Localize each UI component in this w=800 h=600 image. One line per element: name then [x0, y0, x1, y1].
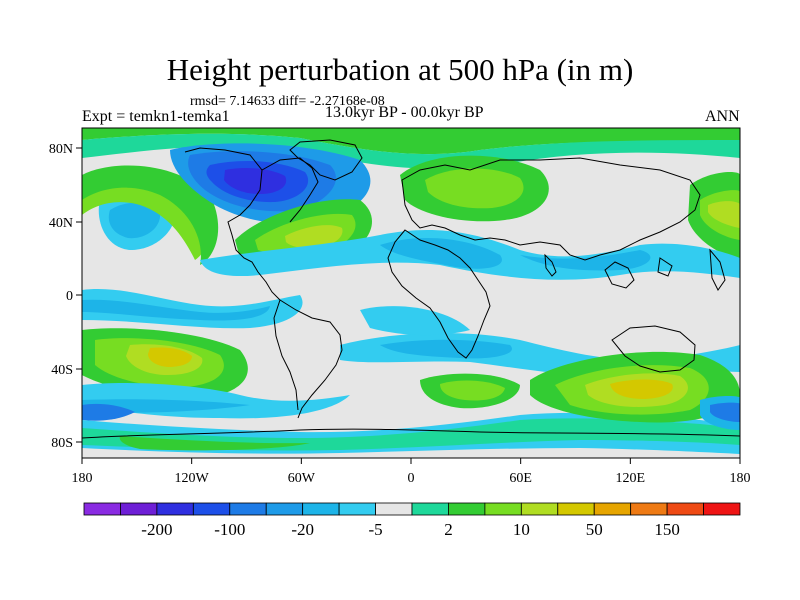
- colorbar-swatch: [593, 502, 632, 516]
- colorbar-swatch: [302, 502, 340, 516]
- colorbar-label: -100: [214, 520, 245, 539]
- contour-field: [82, 128, 740, 458]
- colorbar-label: 10: [513, 520, 530, 539]
- colorbar-swatch: [630, 502, 668, 516]
- colorbar-swatch: [265, 502, 304, 516]
- lat-tick-label: 40N: [49, 216, 73, 231]
- colorbar-swatch: [703, 502, 741, 516]
- colorbar-label: 150: [654, 520, 680, 539]
- colorbar-label: 50: [586, 520, 603, 539]
- lat-tick-label: 0: [66, 289, 73, 304]
- colorbar-swatch: [557, 502, 595, 516]
- colorbar-swatch: [484, 502, 522, 516]
- colorbar-label: -200: [141, 520, 172, 539]
- latitude-axis: 80N 40N 0 40S 80S: [49, 142, 82, 451]
- colorbar-swatch: [192, 502, 231, 516]
- lon-tick-label: 120E: [616, 471, 646, 486]
- lat-tick-label: 80N: [49, 142, 73, 157]
- colorbar-swatch: [338, 502, 376, 516]
- colorbar-label: 2: [444, 520, 453, 539]
- colorbar-swatch: [229, 502, 267, 516]
- season-label: ANN: [705, 108, 740, 125]
- colorbar-swatch: [666, 502, 704, 516]
- map-title: Height perturbation at 500 hPa (in m): [166, 52, 634, 87]
- lon-tick-label: 60W: [288, 471, 316, 486]
- longitude-axis: 180 120W 60W 0 60E 120E 180: [72, 458, 751, 486]
- lon-tick-label: 180: [730, 471, 751, 486]
- lon-tick-label: 0: [408, 471, 415, 486]
- coastlines: [82, 139, 740, 439]
- lat-tick-label: 80S: [51, 436, 73, 451]
- period-label: 13.0kyr BP - 00.0kyr BP: [325, 104, 484, 121]
- colorbar-label: -5: [368, 520, 382, 539]
- lon-tick-label: 180: [72, 471, 93, 486]
- colorbar-swatch: [375, 502, 413, 516]
- experiment-label: Expt = temkn1-temka1: [82, 108, 230, 125]
- colorbar-swatch: [120, 502, 158, 516]
- colorbar-swatch: [411, 502, 449, 516]
- colorbar-swatch: [156, 502, 194, 516]
- colorbar-swatch: [520, 502, 559, 516]
- colorbar-swatch: [83, 502, 121, 516]
- colorbar-swatch: [448, 502, 486, 516]
- colorbar: -200 -100 -20 -5 2 10 50 150: [83, 502, 741, 539]
- stats-line: rmsd= 7.14633 diff= -2.27168e-08: [190, 94, 385, 109]
- lat-tick-label: 40S: [51, 363, 73, 378]
- colorbar-label: -20: [291, 520, 314, 539]
- lon-tick-label: 120W: [175, 471, 210, 486]
- lon-tick-label: 60E: [509, 471, 532, 486]
